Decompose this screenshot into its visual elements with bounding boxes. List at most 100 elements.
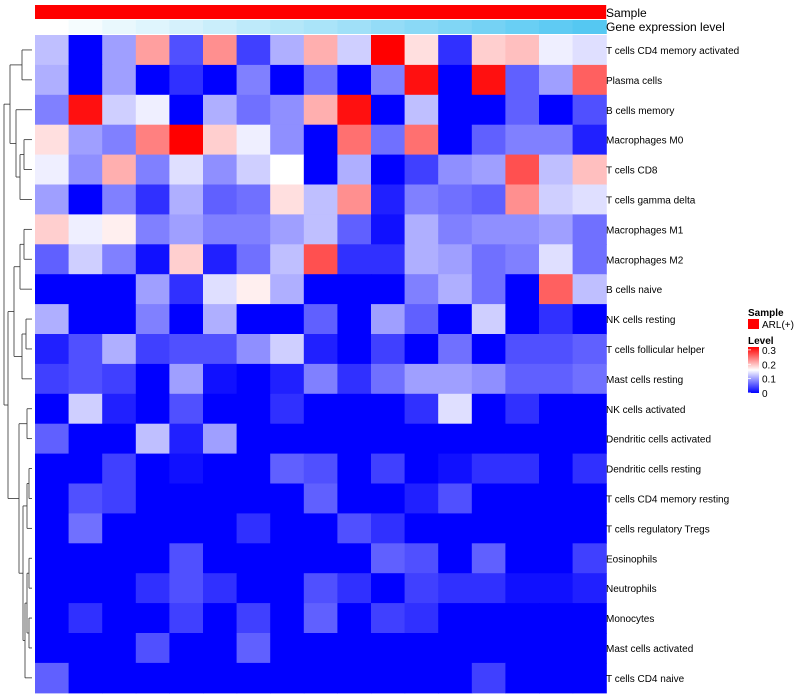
heatmap-cell [572,154,607,186]
heatmap-cell [203,543,238,574]
heatmap-cell [35,513,70,544]
heatmap-cell [135,274,170,305]
heatmap-cell [102,453,137,485]
heatmap-cell [572,94,607,126]
row-label: T cells CD4 memory resting [606,494,729,505]
heatmap-cell [35,64,70,96]
heatmap-cell [371,662,406,694]
heatmap-cell [236,154,271,186]
heatmap-cell [102,154,137,186]
heatmap-cell [505,423,540,455]
heatmap-cell [270,543,305,574]
heatmap-cell [471,64,506,96]
heatmap-cell [505,154,540,186]
heatmap-cell [35,423,70,455]
heatmap-cell [303,363,338,395]
heatmap-cell [236,124,271,156]
heatmap-cell [505,274,540,305]
heatmap-cell [572,304,607,335]
heatmap-cell [135,334,170,365]
row-label: Mast cells activated [606,644,693,655]
gene-level-cell [169,20,204,34]
heatmap-cell [35,154,70,186]
heatmap-cell [505,304,540,335]
legend-level-colorbar [748,347,759,393]
heatmap-cell [169,633,204,664]
heatmap-cell [169,453,204,485]
heatmap-cell [135,214,170,245]
heatmap-cell [539,334,574,365]
heatmap-cell [236,94,271,126]
heatmap-cell [572,513,607,544]
heatmap-cell [572,633,607,664]
heatmap-cell [539,94,574,126]
heatmap-cell [505,393,540,425]
heatmap-cell [68,124,103,156]
heatmap-cell [337,94,372,126]
heatmap-cell [337,35,372,66]
gene-level-cell [135,20,170,34]
heatmap-cell [337,154,372,186]
heatmap-cell [203,124,238,156]
heatmap-cell [270,513,305,544]
heatmap-cell [505,244,540,275]
heatmap-cell [169,543,204,574]
heatmap-cell [337,513,372,544]
heatmap-cell [270,304,305,335]
heatmap-cell [303,124,338,156]
heatmap-cell [35,94,70,126]
heatmap-cell [337,453,372,485]
gene-level-cell [572,20,607,34]
heatmap-cell [371,513,406,544]
heatmap-cell [438,573,473,604]
heatmap-cell [35,393,70,425]
heatmap-cell [471,633,506,664]
heatmap-cell [572,393,607,425]
heatmap-cell [572,363,607,395]
heatmap-cell [102,573,137,604]
heatmap-cell [303,543,338,574]
row-label: B cells memory [606,106,674,117]
heatmap-cell [371,184,406,215]
heatmap-cell [135,483,170,514]
heatmap-cell [35,543,70,574]
heatmap-cell [203,483,238,514]
heatmap-cell [572,124,607,156]
heatmap-cell [68,274,103,305]
heatmap-cell [35,334,70,365]
heatmap-cell [236,244,271,275]
heatmap-cell [169,244,204,275]
heatmap-cell [135,363,170,395]
heatmap-cell [337,124,372,156]
heatmap-cell [337,662,372,694]
heatmap-cell [169,662,204,694]
heatmap-cell [68,453,103,485]
heatmap-cell [572,423,607,455]
heatmap-cell [270,334,305,365]
row-label: T cells regulatory Tregs [606,524,710,535]
heatmap-cell [236,274,271,305]
heatmap-cell [169,334,204,365]
heatmap-cell [135,543,170,574]
heatmap-cell [404,423,439,455]
heatmap-cell [35,453,70,485]
heatmap-cell [68,513,103,544]
heatmap-cell [539,662,574,694]
heatmap-cell [404,154,439,186]
row-label: T cells CD8 [606,166,658,177]
heatmap-cell [438,423,473,455]
heatmap-cell [505,573,540,604]
heatmap-cell [236,662,271,694]
heatmap-cell [337,244,372,275]
row-label: Dendritic cells resting [606,465,701,476]
heatmap-cell [471,603,506,634]
heatmap-cell [303,334,338,365]
heatmap-cell [270,214,305,245]
heatmap-cell [102,244,137,275]
heatmap-cell [303,423,338,455]
gene-level-cell [371,20,406,34]
heatmap-cell [169,603,204,634]
heatmap-cell [471,423,506,455]
heatmap-cell [303,64,338,96]
heatmap-cell [505,35,540,66]
